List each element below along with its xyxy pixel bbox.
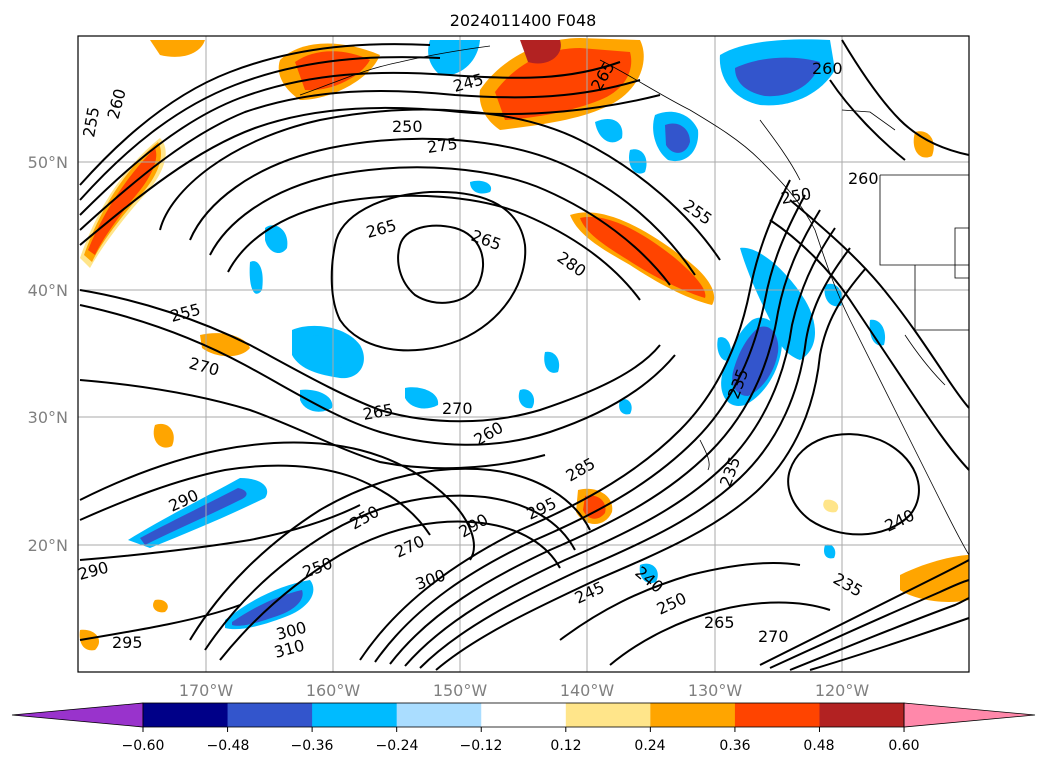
lat-label: 40°N [28,281,68,300]
colorbar-extend-min [11,702,144,728]
colorbar-segment [650,703,736,727]
colorbar-segment [565,703,651,727]
contour-label: 265 [704,613,735,632]
colorbar-tick-label: 0.24 [634,738,665,754]
colorbar-extend-max [903,702,1036,728]
colorbar-segment [819,703,905,727]
colorbar-tick-label: −0.12 [460,738,503,754]
colorbar-segment [312,703,398,727]
colorbar-tick-label: 0.48 [803,738,834,754]
lon-label: 130°W [688,681,743,700]
colorbar-tick-label: −0.48 [207,738,250,754]
lat-label: 20°N [28,536,68,555]
colorbar-ticks: −0.60 −0.48 −0.36 −0.24 −0.12 0.12 0.24 … [122,727,920,754]
latitude-labels: 50°N 40°N 30°N 20°N [28,153,68,555]
coastlines [299,45,970,556]
map-panel: 255 260 245 265 250 275 260 265 265 280 … [76,35,970,673]
longitude-labels: 170°W 160°W 150°W 140°W 130°W 120°W [179,681,870,700]
colorbar-tick-label: 0.36 [719,738,750,754]
map-frame [77,35,970,673]
lon-label: 150°W [433,681,488,700]
contour-label: 260 [848,169,879,188]
contour-label: 295 [112,633,143,652]
lon-label: 170°W [179,681,234,700]
colorbar-segment [227,703,313,727]
contour-label: 275 [426,134,459,157]
contour-label: 260 [812,59,843,78]
contour-label: 270 [442,399,473,418]
contour-label: 250 [392,117,423,136]
map-title: 2024011400 F048 [450,11,597,30]
colorbar: −0.60 −0.48 −0.36 −0.24 −0.12 0.12 0.24 … [11,702,1036,754]
colorbar-segment [396,703,482,727]
colorbar-tick-label: 0.12 [550,738,581,754]
colorbar-tick-label: −0.60 [122,738,165,754]
colorbar-segment [143,703,229,727]
lat-label: 30°N [28,408,68,427]
colorbar-segments [11,702,1036,728]
colorbar-segment [734,703,820,727]
colorbar-frame [142,702,905,728]
colorbar-tick-label: −0.24 [376,738,419,754]
lon-label: 140°W [560,681,615,700]
lat-label: 50°N [28,153,68,172]
contour-lines [79,39,970,671]
contour-label: 270 [758,627,789,646]
lon-label: 160°W [306,681,361,700]
colorbar-tick-label: −0.36 [291,738,334,754]
colorbar-segment [481,703,567,727]
lon-label: 120°W [815,681,870,700]
colorbar-tick-label: 0.60 [888,738,919,754]
